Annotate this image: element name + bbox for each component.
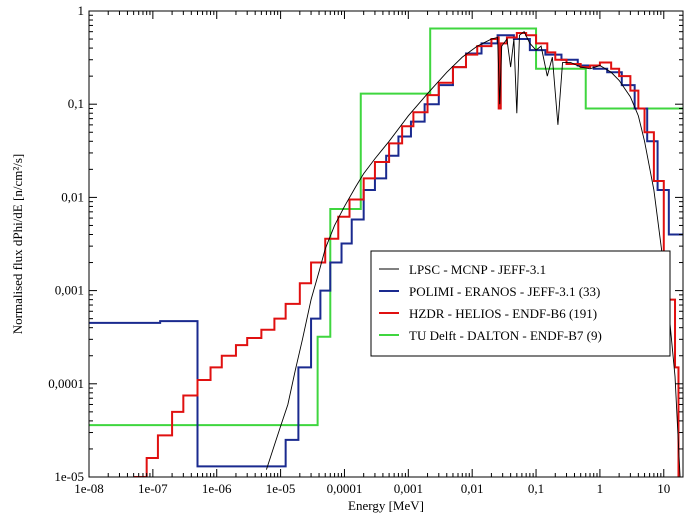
- x-tick-label: 1: [597, 481, 604, 496]
- plot-data-area: [89, 27, 683, 477]
- y-tick-label: 0,0001: [48, 376, 84, 391]
- y-axis-label: Normalised flux dPhi/dE [n/cm²/s]: [10, 154, 25, 334]
- series-line-2: [133, 32, 680, 477]
- x-tick-label: 0,0001: [327, 481, 363, 496]
- y-axis: 1e-05 0,0001 0,001 0,01 0,1 1: [48, 3, 683, 484]
- x-tick-label: 0,1: [528, 481, 544, 496]
- x-tick-label: 1e-06: [202, 481, 232, 496]
- legend-label: POLIMI - ERANOS - JEFF-3.1 (33): [409, 284, 600, 299]
- x-axis-label: Energy [MeV]: [348, 498, 424, 513]
- y-tick-label: 0,1: [68, 96, 84, 111]
- x-tick-label: 0,01: [461, 481, 484, 496]
- y-tick-label: 1: [78, 3, 85, 18]
- y-tick-label: 0,001: [55, 283, 84, 298]
- x-tick-label: 0,001: [394, 481, 423, 496]
- legend-label: HZDR - HELIOS - ENDF-B6 (191): [409, 306, 597, 321]
- x-tick-label: 1e-08: [74, 481, 104, 496]
- x-axis: 1e-08 1e-07 1e-06 1e-05 0,0001 0,001 0,01 0,1 1 1…: [74, 11, 684, 496]
- plot-frame: [88, 10, 684, 478]
- y-tick-label: 0,01: [61, 189, 84, 204]
- y-tick-label: 1e-05: [54, 469, 84, 484]
- x-tick-label: 10: [657, 481, 670, 496]
- legend-box: [370, 250, 671, 357]
- legend-label: TU Delft - DALTON - ENDF-B7 (9): [409, 328, 602, 343]
- x-tick-label: 1e-05: [266, 481, 296, 496]
- series-line-3: [89, 27, 683, 427]
- legend-label: LPSC - MCNP - JEFF-3.1: [409, 262, 546, 277]
- legend: LPSC - MCNP - JEFF-3.1 POLIMI - ERANOS - …: [370, 250, 671, 357]
- x-tick-label: 1e-07: [138, 481, 168, 496]
- series-line-0: [265, 30, 681, 477]
